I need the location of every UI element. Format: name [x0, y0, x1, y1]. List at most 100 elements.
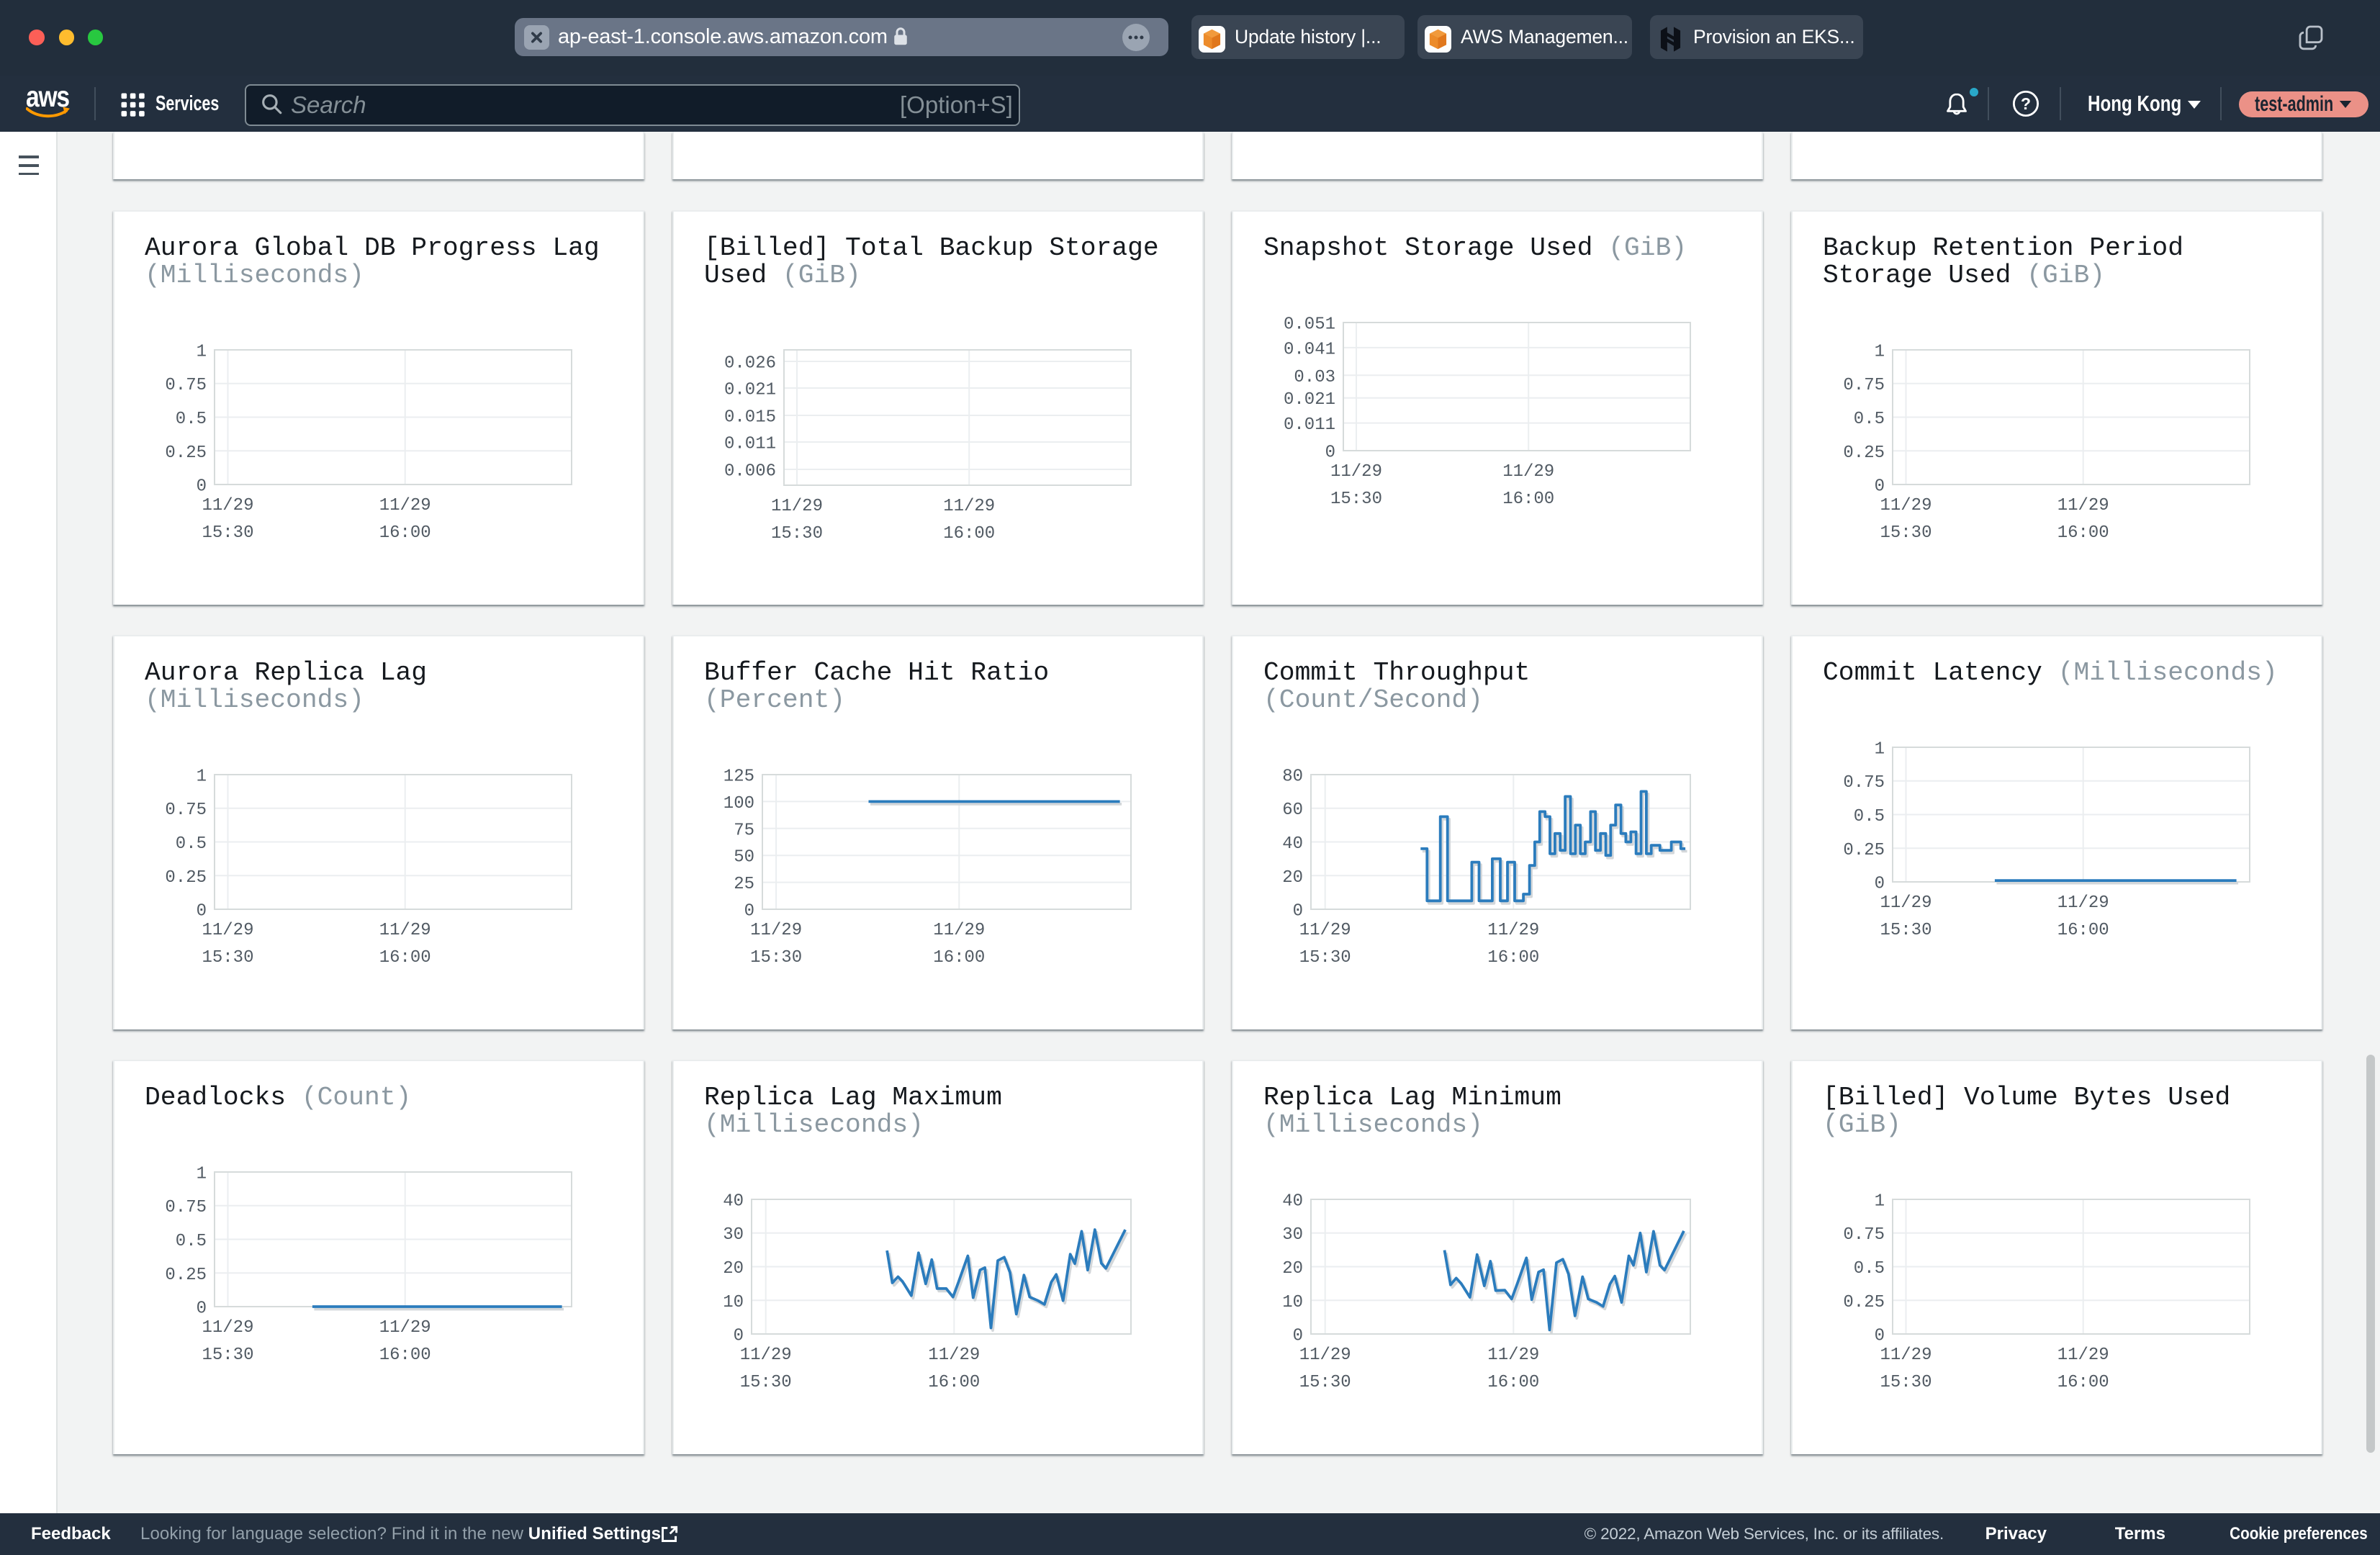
svg-text:16:00: 16:00	[379, 948, 431, 968]
svg-text:11/29: 11/29	[379, 496, 431, 515]
svg-text:0.75: 0.75	[1843, 773, 1885, 793]
svg-text:0: 0	[1875, 874, 1885, 893]
svg-text:11/29: 11/29	[2057, 1346, 2109, 1365]
svg-text:0.006: 0.006	[724, 461, 776, 481]
svg-text:11/29: 11/29	[750, 921, 802, 940]
svg-text:0.75: 0.75	[165, 801, 207, 820]
svg-text:60: 60	[1282, 801, 1303, 820]
svg-text:11/29: 11/29	[1880, 496, 1932, 515]
svg-text:0.75: 0.75	[1843, 1225, 1885, 1245]
svg-text:16:00: 16:00	[933, 948, 985, 968]
svg-text:75: 75	[734, 821, 754, 840]
svg-text:11/29: 11/29	[379, 1318, 431, 1338]
svg-text:11/29: 11/29	[1502, 462, 1554, 482]
svg-text:0.5: 0.5	[176, 1232, 207, 1251]
svg-text:0: 0	[197, 1299, 207, 1318]
svg-text:11/29: 11/29	[1487, 1346, 1539, 1365]
svg-text:16:00: 16:00	[2057, 523, 2109, 543]
svg-text:16:00: 16:00	[1487, 1373, 1539, 1392]
svg-text:0.015: 0.015	[724, 407, 776, 427]
svg-text:11/29: 11/29	[1880, 893, 1932, 913]
svg-text:0.75: 0.75	[165, 1198, 207, 1217]
svg-text:1: 1	[1875, 739, 1885, 759]
svg-text:0.5: 0.5	[176, 834, 207, 854]
svg-text:15:30: 15:30	[1299, 948, 1351, 968]
svg-text:80: 80	[1282, 767, 1303, 786]
svg-text:0.25: 0.25	[165, 867, 207, 887]
svg-text:11/29: 11/29	[2057, 893, 2109, 913]
svg-text:0.026: 0.026	[724, 353, 776, 373]
svg-text:11/29: 11/29	[1487, 921, 1539, 940]
svg-text:10: 10	[1282, 1292, 1303, 1312]
svg-text:0.011: 0.011	[724, 434, 776, 454]
svg-text:40: 40	[1282, 834, 1303, 854]
svg-text:11/29: 11/29	[202, 496, 254, 515]
svg-text:1: 1	[197, 767, 207, 786]
svg-text:1: 1	[197, 342, 207, 361]
svg-text:0.051: 0.051	[1284, 315, 1335, 334]
svg-text:20: 20	[1282, 1259, 1303, 1279]
svg-text:30: 30	[723, 1225, 744, 1245]
svg-text:100: 100	[724, 793, 754, 813]
svg-text:15:30: 15:30	[771, 524, 823, 544]
svg-text:0.021: 0.021	[724, 380, 776, 400]
svg-text:0.5: 0.5	[1854, 1259, 1885, 1279]
svg-text:40: 40	[723, 1191, 744, 1211]
svg-text:30: 30	[1282, 1225, 1303, 1245]
svg-text:15:30: 15:30	[1299, 1373, 1351, 1392]
svg-text:15:30: 15:30	[1880, 1373, 1932, 1392]
svg-text:20: 20	[1282, 867, 1303, 887]
svg-text:11/29: 11/29	[2057, 496, 2109, 515]
svg-text:11/29: 11/29	[202, 1318, 254, 1338]
svg-text:16:00: 16:00	[2057, 1373, 2109, 1392]
svg-text:0: 0	[1325, 443, 1335, 462]
svg-text:0.041: 0.041	[1284, 340, 1335, 359]
svg-text:16:00: 16:00	[1487, 948, 1539, 968]
svg-text:16:00: 16:00	[1502, 490, 1554, 509]
svg-text:10: 10	[723, 1292, 744, 1312]
svg-text:11/29: 11/29	[771, 497, 823, 516]
svg-text:1: 1	[1875, 342, 1885, 361]
svg-text:25: 25	[734, 875, 754, 894]
svg-text:11/29: 11/29	[1880, 1346, 1932, 1365]
svg-text:0: 0	[197, 901, 207, 921]
svg-text:aws: aws	[26, 85, 69, 113]
svg-text:0.75: 0.75	[1843, 376, 1885, 395]
svg-text:15:30: 15:30	[1330, 490, 1382, 509]
svg-text:16:00: 16:00	[2057, 921, 2109, 940]
svg-text:50: 50	[734, 847, 754, 867]
svg-text:11/29: 11/29	[1330, 462, 1382, 482]
svg-text:0.25: 0.25	[1843, 443, 1885, 462]
svg-text:0: 0	[1293, 1326, 1303, 1346]
svg-text:0.03: 0.03	[1294, 367, 1335, 387]
svg-text:0.5: 0.5	[1854, 410, 1885, 429]
svg-text:0: 0	[197, 477, 207, 496]
svg-text:16:00: 16:00	[943, 524, 995, 544]
svg-text:40: 40	[1282, 1191, 1303, 1211]
svg-text:15:30: 15:30	[202, 948, 254, 968]
svg-text:125: 125	[724, 767, 754, 786]
svg-text:15:30: 15:30	[750, 948, 802, 968]
svg-text:11/29: 11/29	[1299, 921, 1351, 940]
svg-text:0: 0	[1293, 901, 1303, 921]
svg-text:11/29: 11/29	[379, 921, 431, 940]
svg-text:0.25: 0.25	[1843, 1292, 1885, 1312]
svg-text:?: ?	[2021, 94, 2031, 113]
svg-text:15:30: 15:30	[1880, 523, 1932, 543]
svg-text:11/29: 11/29	[1299, 1346, 1351, 1365]
svg-text:16:00: 16:00	[928, 1373, 980, 1392]
svg-text:11/29: 11/29	[928, 1346, 980, 1365]
svg-text:15:30: 15:30	[1880, 921, 1932, 940]
svg-text:0.5: 0.5	[176, 410, 207, 429]
svg-text:16:00: 16:00	[379, 1346, 431, 1365]
svg-text:15:30: 15:30	[202, 523, 254, 543]
svg-text:11/29: 11/29	[202, 921, 254, 940]
svg-text:0: 0	[1875, 477, 1885, 496]
svg-text:0.25: 0.25	[165, 443, 207, 462]
svg-text:16:00: 16:00	[379, 523, 431, 543]
svg-text:1: 1	[197, 1164, 207, 1184]
svg-text:0: 0	[734, 1326, 744, 1346]
svg-text:0: 0	[744, 901, 754, 921]
svg-text:1: 1	[1875, 1191, 1885, 1211]
svg-text:11/29: 11/29	[943, 497, 995, 516]
